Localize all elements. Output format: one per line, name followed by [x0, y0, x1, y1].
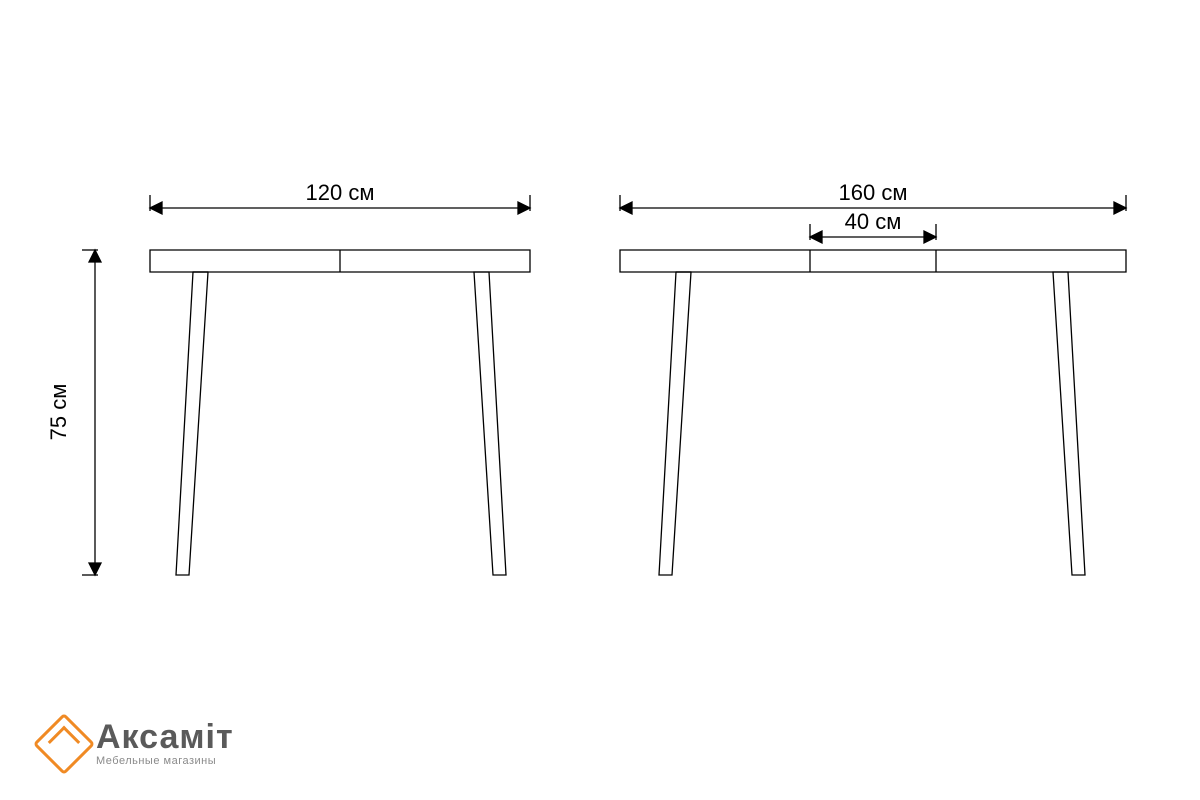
svg-text:120 см: 120 см — [306, 180, 375, 205]
technical-drawing: 120 см 160 см 40 см 75 см — [0, 0, 1200, 800]
logo-subtitle: Мебельные магазины — [96, 756, 234, 767]
svg-text:40 см: 40 см — [845, 209, 902, 234]
logo-badge-icon — [33, 712, 95, 774]
logo-name: Аксамiт — [96, 720, 234, 754]
brand-logo: Аксамiт Мебельные магазины — [42, 720, 234, 767]
svg-text:75 см: 75 см — [46, 384, 71, 441]
svg-text:160 см: 160 см — [839, 180, 908, 205]
